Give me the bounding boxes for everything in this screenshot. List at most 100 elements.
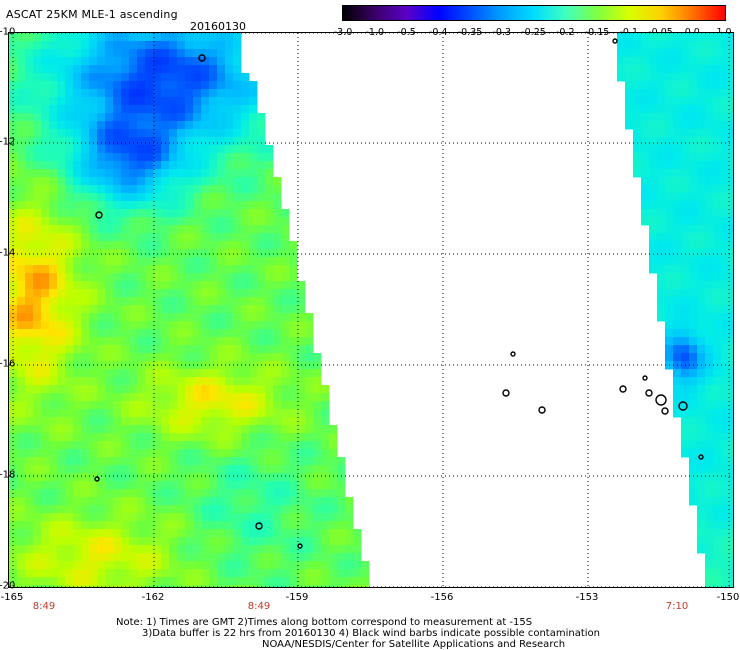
wind-cell xyxy=(153,161,162,170)
wind-cell xyxy=(665,161,674,170)
wind-cell xyxy=(689,89,698,98)
wind-cell xyxy=(265,217,274,226)
wind-cell xyxy=(105,185,114,194)
wind-cell xyxy=(241,353,250,362)
wind-cell xyxy=(81,281,90,290)
wind-cell xyxy=(25,257,34,266)
wind-cell xyxy=(33,585,42,587)
wind-cell xyxy=(313,577,322,586)
wind-cell xyxy=(89,529,98,538)
wind-cell xyxy=(97,233,106,242)
wind-cell xyxy=(177,473,186,482)
wind-cell xyxy=(49,273,58,282)
wind-cell xyxy=(41,193,50,202)
wind-cell xyxy=(145,225,154,234)
wind-cell xyxy=(161,33,170,42)
lon-label: -153 xyxy=(575,592,599,603)
wind-cell xyxy=(121,57,130,66)
wind-cell xyxy=(225,585,234,587)
wind-cell xyxy=(729,257,733,266)
wind-cell xyxy=(241,257,250,266)
wind-cell xyxy=(729,497,733,506)
wind-cell xyxy=(281,489,290,498)
wind-cell xyxy=(697,161,706,170)
wind-cell xyxy=(665,321,674,330)
wind-cell xyxy=(97,545,106,554)
wind-cell xyxy=(65,409,74,418)
wind-cell xyxy=(297,481,306,490)
wind-cell xyxy=(121,513,130,522)
wind-cell xyxy=(225,289,234,298)
wind-cell xyxy=(249,249,258,258)
wind-cell xyxy=(177,577,186,586)
wind-cell xyxy=(17,209,26,218)
wind-cell xyxy=(681,449,690,458)
wind-cell xyxy=(249,281,258,290)
wind-cell xyxy=(657,209,666,218)
wind-cell xyxy=(17,193,26,202)
wind-cell xyxy=(153,153,162,162)
wind-cell xyxy=(721,369,730,378)
wind-cell xyxy=(257,305,266,314)
wind-cell xyxy=(225,449,234,458)
wind-cell xyxy=(81,225,90,234)
wind-cell xyxy=(329,441,338,450)
wind-cell xyxy=(177,73,186,82)
wind-cell xyxy=(89,281,98,290)
wind-cell xyxy=(177,585,186,587)
wind-cell xyxy=(129,505,138,514)
wind-cell xyxy=(49,465,58,474)
wind-cell xyxy=(185,281,194,290)
wind-cell xyxy=(625,97,634,106)
wind-cell xyxy=(41,561,50,570)
wind-cell xyxy=(65,553,74,562)
wind-cell xyxy=(41,65,50,74)
wind-cell xyxy=(113,41,122,50)
wind-cell xyxy=(713,281,722,290)
wind-cell xyxy=(217,153,226,162)
wind-cell xyxy=(41,425,50,434)
wind-cell xyxy=(289,513,298,522)
wind-cell xyxy=(161,321,170,330)
wind-cell xyxy=(217,177,226,186)
wind-cell xyxy=(145,329,154,338)
wind-cell xyxy=(297,321,306,330)
island-outline xyxy=(95,211,103,219)
wind-cell xyxy=(729,137,733,146)
wind-cell xyxy=(257,113,266,122)
wind-cell xyxy=(289,273,298,282)
wind-cell xyxy=(649,249,658,258)
wind-cell xyxy=(41,537,50,546)
wind-cell xyxy=(25,121,34,130)
island-outline xyxy=(655,394,667,406)
wind-cell xyxy=(105,305,114,314)
wind-cell xyxy=(673,33,682,42)
wind-cell xyxy=(25,513,34,522)
wind-cell xyxy=(233,465,242,474)
wind-cell xyxy=(113,337,122,346)
wind-cell xyxy=(257,545,266,554)
island-outline xyxy=(510,351,516,357)
wind-cell xyxy=(57,225,66,234)
wind-cell xyxy=(153,377,162,386)
wind-cell xyxy=(657,105,666,114)
wind-cell xyxy=(105,129,114,138)
wind-cell xyxy=(681,137,690,146)
wind-cell xyxy=(169,161,178,170)
wind-cell xyxy=(89,33,98,42)
wind-cell xyxy=(345,521,354,530)
wind-cell xyxy=(617,49,626,58)
wind-cell xyxy=(321,553,330,562)
wind-cell xyxy=(249,457,258,466)
wind-cell xyxy=(721,441,730,450)
wind-cell xyxy=(137,249,146,258)
wind-cell xyxy=(209,217,218,226)
wind-cell xyxy=(49,569,58,578)
wind-cell xyxy=(25,49,34,58)
wind-cell xyxy=(153,49,162,58)
wind-cell xyxy=(145,313,154,322)
wind-cell xyxy=(177,281,186,290)
wind-cell xyxy=(185,265,194,274)
wind-cell xyxy=(97,537,106,546)
wind-cell xyxy=(233,585,242,587)
